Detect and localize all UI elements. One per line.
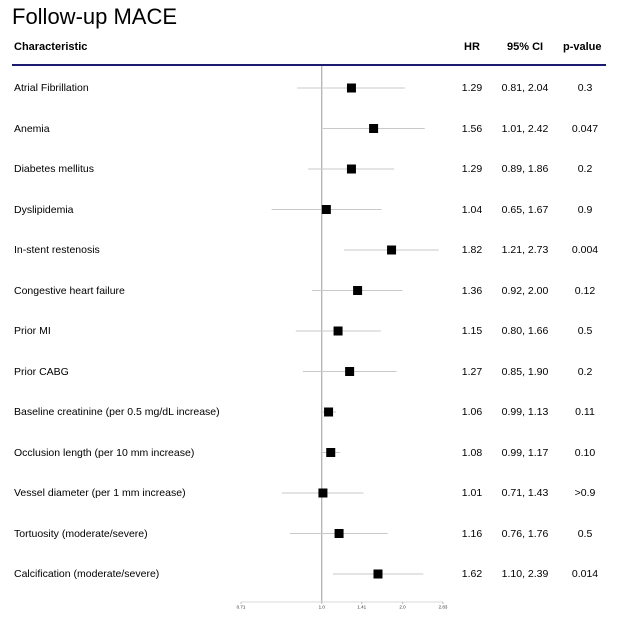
point-estimate-8 [324, 407, 334, 417]
point-estimate-10 [318, 488, 328, 498]
row-p-value: 0.014 [571, 568, 599, 580]
row-label: Occlusion length (per 10 mm increase) [14, 446, 195, 459]
header-ci: 95% CI [507, 41, 544, 53]
row-p-value: 0.5 [577, 325, 593, 337]
row-hr: 1.06 [461, 406, 483, 418]
x-tick-label: 0.71 [237, 605, 246, 610]
row-p-value: 0.2 [577, 163, 593, 175]
point-estimate-12 [373, 569, 383, 579]
row-label: Prior CABG [14, 365, 69, 378]
row-p-value: 0.10 [574, 446, 596, 459]
row-hr: 1.56 [461, 122, 483, 135]
row-ci: 1.01, 2.42 [501, 122, 549, 135]
row-p-value: 0.12 [574, 284, 596, 297]
point-estimate-11 [334, 529, 344, 538]
row-p-value: 0.2 [577, 365, 593, 378]
row-hr: 1.04 [461, 203, 483, 216]
row-p-value: 0.3 [577, 82, 593, 94]
row-ci: 0.81, 2.04 [501, 82, 549, 94]
row-ci: 0.99, 1.13 [501, 406, 549, 418]
row-p-value: 0.004 [571, 244, 599, 256]
row-ci: 0.85, 1.90 [501, 365, 549, 378]
row-label: Tortuosity (moderate/severe) [14, 527, 148, 540]
x-tick-label: 2.83 [439, 605, 448, 610]
row-hr: 1.82 [461, 244, 483, 256]
row-ci: 0.71, 1.43 [501, 487, 549, 499]
header-hr: HR [464, 41, 480, 53]
row-ci: 0.92, 2.00 [501, 284, 549, 297]
row-ci: 0.89, 1.86 [501, 163, 549, 175]
row-ci: 1.21, 2.73 [501, 244, 549, 256]
point-estimate-5 [353, 286, 363, 295]
x-tick-label: 1.41 [357, 605, 366, 610]
row-hr: 1.01 [461, 487, 483, 499]
row-hr: 1.16 [461, 527, 483, 540]
point-estimate-6 [333, 326, 343, 336]
row-hr: 1.29 [461, 82, 483, 94]
row-label: Diabetes mellitus [14, 163, 94, 175]
row-hr: 1.15 [461, 325, 483, 337]
row-hr: 1.08 [461, 446, 483, 459]
row-label: Dyslipidemia [14, 203, 74, 216]
row-p-value: 0.11 [575, 406, 595, 418]
header-p-value: p-value [563, 41, 602, 53]
row-p-value: 0.9 [577, 203, 593, 216]
row-p-value: >0.9 [574, 487, 596, 499]
row-label: In-stent restenosis [14, 244, 100, 256]
row-label: Anemia [14, 122, 50, 135]
row-ci: 1.10, 2.39 [501, 568, 549, 580]
chart-title: Follow-up MACE [12, 4, 178, 29]
row-p-value: 0.5 [577, 527, 593, 540]
header-divider [12, 64, 606, 66]
row-label: Congestive heart failure [14, 284, 125, 297]
header-characteristic: Characteristic [14, 41, 88, 53]
row-label: Vessel diameter (per 1 mm increase) [14, 487, 186, 499]
row-label: Prior MI [14, 325, 51, 337]
point-estimate-7 [345, 367, 355, 376]
row-hr: 1.36 [461, 284, 483, 297]
row-hr: 1.29 [461, 163, 483, 175]
point-estimate-0 [346, 83, 356, 93]
row-ci: 0.80, 1.66 [501, 325, 549, 337]
x-tick-label: 1.0 [319, 605, 326, 610]
row-label: Atrial Fibrillation [14, 82, 89, 94]
row-p-value: 0.047 [571, 122, 599, 135]
point-estimate-3 [321, 205, 331, 214]
point-estimate-1 [369, 124, 379, 133]
point-estimate-9 [326, 448, 336, 457]
row-ci: 0.76, 1.76 [501, 527, 549, 540]
row-hr: 1.62 [461, 568, 483, 580]
x-tick-label: 2.0 [399, 605, 406, 610]
point-estimate-2 [346, 164, 356, 174]
point-estimate-4 [387, 245, 397, 255]
row-label: Calcification (moderate/severe) [14, 568, 160, 580]
row-label: Baseline creatinine (per 0.5 mg/dL incre… [14, 406, 220, 418]
row-hr: 1.27 [461, 365, 483, 378]
row-ci: 0.65, 1.67 [501, 203, 549, 216]
row-ci: 0.99, 1.17 [501, 446, 549, 459]
